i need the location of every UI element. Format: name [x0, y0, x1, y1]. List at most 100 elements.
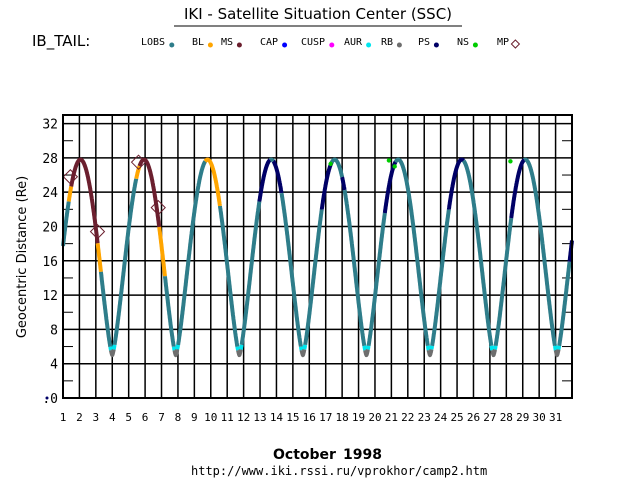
curve-segment-aur: [429, 344, 435, 351]
y-tick-label: 8: [50, 323, 58, 338]
curve-segment-lobs: [366, 212, 387, 347]
mp-crossing-marker: [62, 169, 79, 185]
curve-segment-aur: [425, 344, 431, 352]
legend-marker-cusp: [329, 42, 335, 48]
x-tick-label: 2: [76, 411, 83, 424]
x-axis-month: October: [273, 447, 336, 463]
x-tick-label: 4: [109, 411, 116, 424]
x-tick-label: 21: [385, 411, 398, 424]
curve-segment-lobs: [557, 261, 572, 347]
legend-marker-mp: [510, 39, 521, 49]
legend-label-aur: AUR: [344, 37, 363, 48]
curve-segment-lobs: [98, 271, 113, 348]
curve-segment-rb: [490, 348, 497, 358]
x-tick-label: 25: [450, 411, 463, 424]
x-tick-label: 8: [175, 411, 182, 424]
origin-dot: [45, 396, 49, 400]
x-tick-label: 5: [125, 411, 132, 424]
plot-frame: [62, 114, 573, 399]
curve-segment-lobs: [112, 177, 139, 346]
curve-segment-lobs: [430, 208, 451, 347]
curve-segment-aur: [171, 345, 177, 352]
x-tick-label: 14: [270, 411, 284, 424]
y-tick-label: 16: [42, 255, 58, 270]
curve-segment-lobs: [393, 157, 430, 347]
x-tick-label: 9: [191, 411, 198, 424]
curve-segment-lobs: [303, 208, 324, 346]
orbit-curve: [61, 157, 574, 358]
legend-marker-ps: [433, 42, 439, 48]
curve-segment-aur: [235, 345, 240, 352]
curve-segment-aur: [298, 345, 304, 352]
curve-segment-lobs: [268, 157, 276, 163]
curve-segment-lobs: [239, 200, 262, 346]
legend-marker-cap: [282, 42, 288, 48]
legend-marker-aur: [366, 42, 372, 48]
curve-segment-ps: [271, 159, 284, 195]
y-tick-label: 28: [42, 152, 58, 167]
curve-segment-aur: [552, 344, 558, 352]
mp-crossing-marker: [89, 223, 106, 240]
curve-segment-aur: [302, 343, 308, 351]
x-tick-labels: 1 2 3 4 5 6 7 8 9 10 11 12 13 14 15 16 17 18 19 20 21 22 23 24 2…: [60, 411, 563, 424]
curve-segment-aur: [362, 344, 368, 352]
curve-segment-bl: [203, 157, 222, 207]
curve-segment-ps: [340, 175, 347, 192]
legend: LOBS BL MS CAP CUSP AUR RB PS NS MP: [141, 37, 521, 49]
curve-segment-bl: [95, 242, 103, 273]
curve-segment-bl: [157, 226, 167, 277]
curve-segment-lobs: [342, 189, 367, 347]
curve-segment-aur: [493, 344, 498, 351]
curve-segment-rb: [426, 348, 434, 358]
x-tick-label: 1: [60, 411, 67, 424]
legend-label-bl: BL: [192, 37, 204, 48]
curve-segment-ps: [257, 158, 272, 203]
x-tick-label: 20: [368, 411, 381, 424]
curve-segment-lobs: [163, 275, 176, 348]
curve-segment-rb: [236, 348, 243, 358]
x-tick-label: 18: [336, 411, 349, 424]
region-label: IB_TAIL:: [32, 32, 90, 51]
curve-segment-rb: [553, 348, 561, 358]
x-tick-label: 11: [221, 411, 234, 424]
legend-label-ns: NS: [457, 37, 469, 48]
ns-point: [392, 164, 397, 169]
y-tick-label: 24: [42, 186, 58, 201]
x-tick-label: 7: [158, 411, 165, 424]
ns-point: [328, 161, 333, 167]
x-tick-label: 23: [418, 411, 431, 424]
curve-segment-ps: [509, 158, 527, 219]
x-tick-label: 24: [434, 411, 448, 424]
y-tick-label: .0: [42, 392, 58, 407]
footer-url: http://www.iki.rssi.ru/vprokhor/camp2.ht…: [191, 464, 487, 478]
curve-segment-aur: [556, 344, 562, 351]
legend-label-cusp: CUSP: [301, 37, 325, 48]
curve-segment-rb: [172, 348, 180, 358]
curve-segment-ms: [137, 157, 162, 228]
curve-segment-lobs: [218, 205, 240, 348]
curve-segment-ps: [319, 160, 334, 211]
curve-segment-lobs: [279, 192, 303, 348]
curve-segment-bl: [134, 164, 142, 180]
x-tick-label: 19: [352, 411, 365, 424]
y-tick-label: 20: [42, 220, 58, 235]
legend-label-mp: MP: [497, 37, 509, 48]
y-tick-label: 32: [42, 118, 58, 133]
x-tick-label: 22: [401, 411, 414, 424]
curve-segment-rb: [363, 348, 370, 358]
curve-segment-aur: [175, 343, 181, 351]
x-tick-label: 30: [533, 411, 546, 424]
x-tick-label: 26: [467, 411, 480, 424]
curve-segment-lobs: [493, 217, 514, 347]
curve-segment-ps: [382, 160, 398, 214]
curve-segment-rb: [299, 348, 307, 358]
x-tick-label: 6: [142, 411, 149, 424]
y-tick-label: 4: [50, 358, 58, 373]
ns-point: [508, 159, 513, 164]
curve-segment-bl: [66, 185, 74, 203]
x-tick-label: 15: [286, 411, 299, 424]
curve-segment-lobs: [329, 157, 345, 179]
legend-label-rb: RB: [381, 37, 393, 48]
legend-marker-lobs: [169, 42, 175, 48]
legend-marker-ns: [472, 42, 478, 48]
